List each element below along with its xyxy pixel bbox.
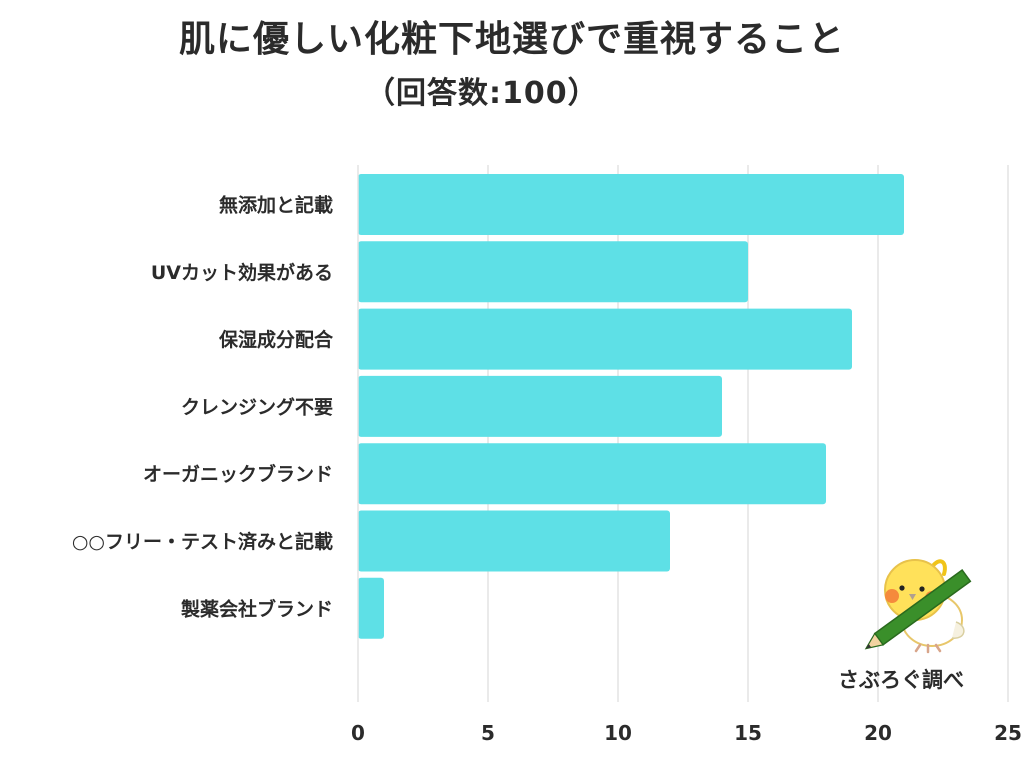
x-tick-label: 25	[994, 721, 1022, 745]
source-caption: さぶろぐ調べ	[838, 668, 964, 692]
bar	[358, 375, 722, 437]
x-tick-label: 10	[604, 721, 632, 745]
category-label: クレンジング不要	[181, 395, 333, 418]
category-label: UVカット効果がある	[151, 261, 333, 284]
category-label: 無添加と記載	[219, 194, 333, 217]
category-label: 製薬会社ブランド	[180, 597, 333, 620]
x-tick-label: 5	[481, 721, 495, 745]
bar	[358, 308, 852, 370]
category-label: 保湿成分配合	[218, 328, 334, 351]
category-label: オーガニックブランド	[143, 463, 333, 486]
bar	[358, 443, 826, 505]
x-tick-label: 0	[351, 721, 365, 745]
x-tick-label: 20	[864, 721, 892, 745]
chart-title: 肌に優しい化粧下地選びで重視すること	[178, 19, 845, 60]
bar	[358, 174, 904, 235]
bar	[358, 510, 670, 572]
x-tick-label: 15	[734, 721, 762, 745]
bar	[358, 241, 748, 303]
bar	[358, 577, 384, 639]
category-label: ○○フリー・テスト済みと記載	[72, 530, 333, 553]
chart-subtitle: （回答数:100）	[365, 76, 599, 111]
